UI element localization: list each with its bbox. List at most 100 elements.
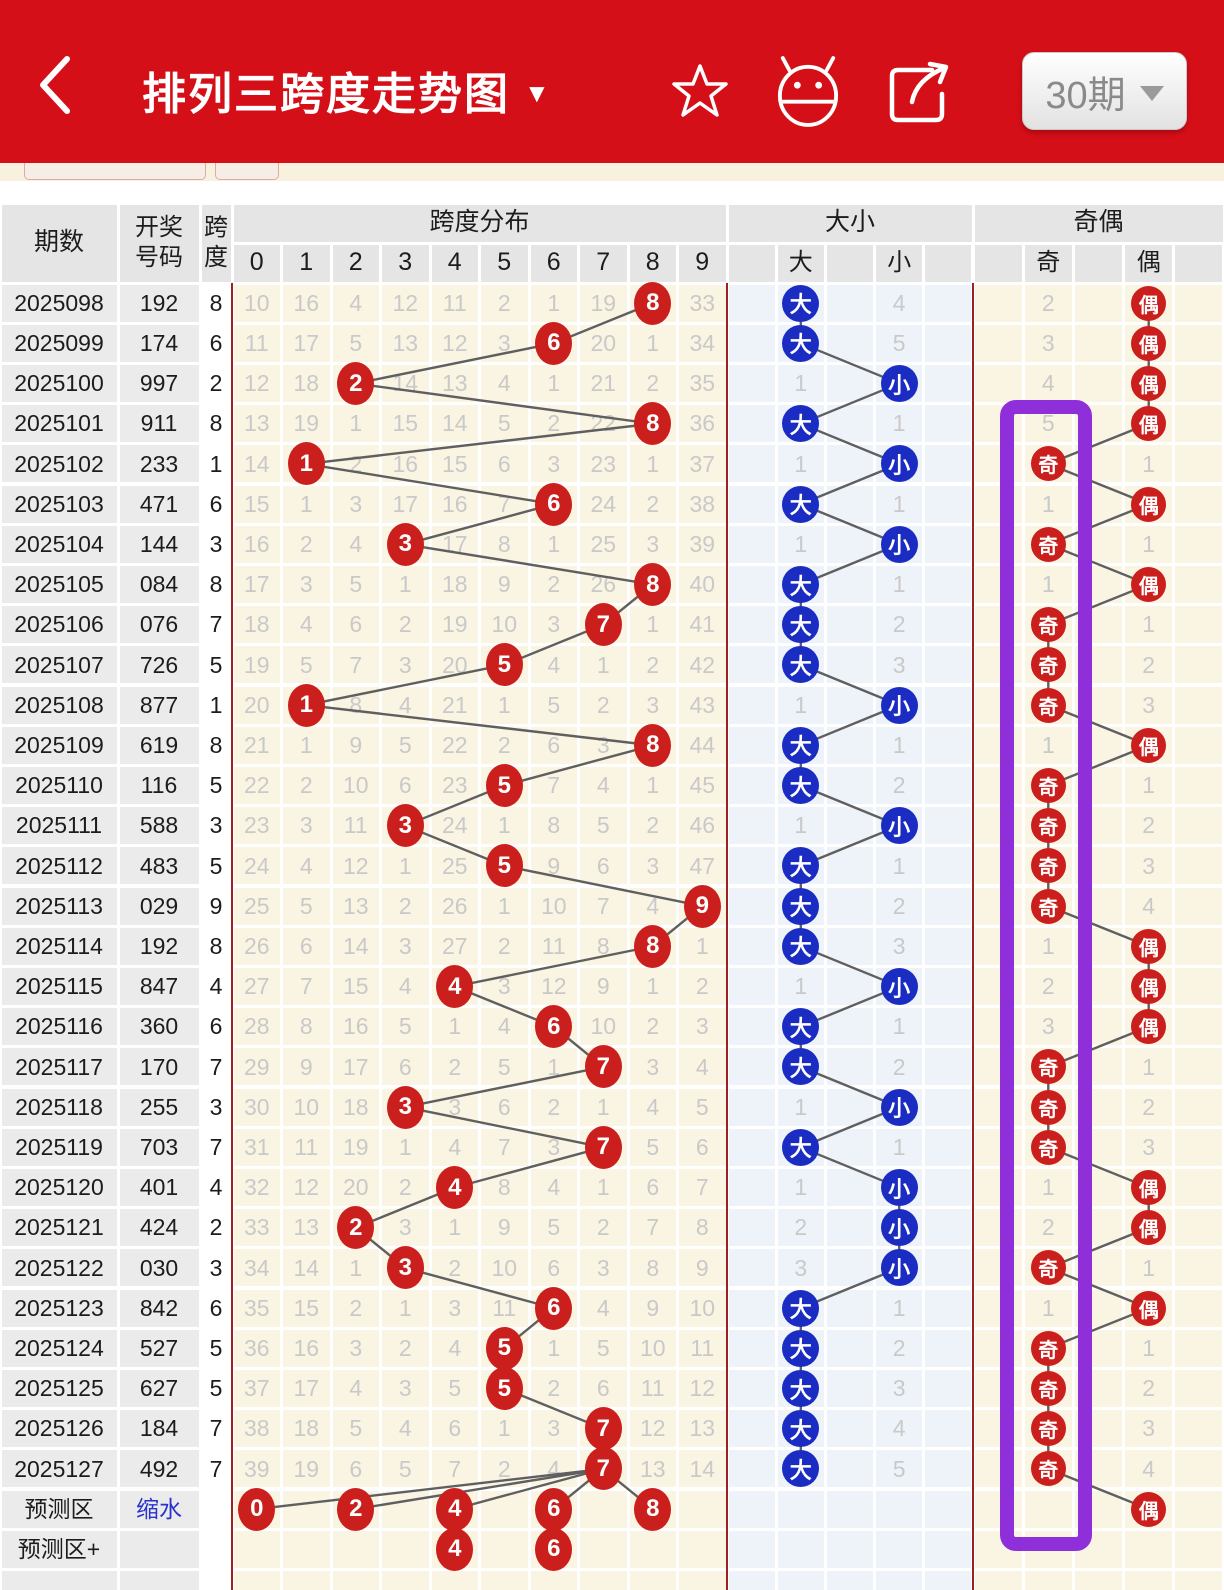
span-hit-circle: 1 (287, 442, 325, 486)
parity-cell: 2 (1125, 807, 1173, 845)
parity-cell: 1 (1024, 1168, 1072, 1207)
dist-cell: 8 (629, 1249, 676, 1287)
size-cell (925, 485, 972, 523)
number-cell: 997 (119, 364, 199, 403)
size-cell (826, 1570, 874, 1590)
period-cell: 2025105 (1, 565, 117, 604)
big-circle: 大 (782, 927, 820, 965)
parity-cell (1074, 927, 1123, 965)
dist-cell: 11 (332, 807, 379, 845)
even-circle: 偶 (1131, 285, 1167, 321)
small-circle: 小 (880, 1088, 918, 1126)
number-cell: 483 (119, 847, 199, 885)
dist-cell (233, 1570, 280, 1590)
dist-cell: 45 (679, 766, 726, 805)
dist-cell: 3 (679, 1008, 726, 1046)
size-cell (728, 405, 775, 443)
page-title-dropdown[interactable]: 排列三跨度走势图 ▼ (142, 58, 550, 122)
span-cell: 3 (201, 1249, 231, 1287)
size-cell (728, 1209, 775, 1247)
size-cell (728, 1088, 775, 1126)
parity-cell (1175, 445, 1223, 483)
span-cell (201, 1490, 231, 1528)
dist-cell: 4 (530, 646, 577, 684)
dist-cell (679, 1570, 726, 1590)
header-parity-sub: 奇 (1024, 244, 1072, 282)
dist-cell: 2 (629, 646, 676, 684)
dist-cell: 6 (580, 1369, 627, 1408)
dist-cell: 38 (679, 485, 726, 523)
dist-cell (580, 1570, 627, 1590)
dist-cell: 4 (481, 364, 528, 403)
dist-cell: 16 (233, 525, 280, 563)
dist-cell: 15 (283, 1289, 330, 1327)
size-cell (925, 445, 972, 483)
parity-cell (1125, 1570, 1173, 1590)
span-hit-circle: 5 (485, 844, 523, 888)
big-circle: 大 (782, 485, 820, 523)
odd-circle: 奇 (1030, 1371, 1066, 1406)
prediction-note[interactable]: 缩水 (119, 1490, 199, 1528)
share-button[interactable] (888, 56, 952, 126)
header-size-sub: 小 (876, 244, 923, 282)
span-hit-circle: 8 (634, 563, 672, 606)
parity-cell (1175, 1249, 1223, 1287)
dist-cell: 11 (679, 1329, 726, 1367)
periods-dropdown-button[interactable]: 30期 (1022, 52, 1187, 130)
size-cell (826, 1289, 874, 1327)
dist-cell: 12 (679, 1369, 726, 1408)
dist-cell: 5 (481, 1048, 528, 1086)
dist-cell: 10 (481, 606, 528, 644)
period-cell: 2025120 (1, 1168, 117, 1207)
size-cell: 1 (876, 1289, 923, 1327)
parity-cell (974, 967, 1022, 1006)
dist-cell (382, 1530, 429, 1568)
dist-cell: 3 (530, 445, 577, 483)
dist-cell: 4 (332, 284, 379, 322)
dist-cell: 38 (233, 1410, 280, 1448)
big-circle: 大 (782, 324, 820, 362)
dist-cell: 4 (382, 1410, 429, 1448)
dist-cell: 2 (283, 766, 330, 805)
even-circle: 偶 (1131, 1290, 1167, 1326)
android-button[interactable] (776, 56, 840, 127)
size-cell (925, 1128, 972, 1166)
dist-cell: 6 (283, 927, 330, 965)
dist-cell (629, 1530, 676, 1568)
period-cell: 2025110 (1, 766, 117, 805)
dist-cell: 3 (530, 1128, 577, 1166)
parity-cell (974, 726, 1022, 764)
period-cell: 2025100 (1, 364, 117, 403)
dist-cell: 4 (679, 1048, 726, 1086)
parity-cell: 1 (1024, 565, 1072, 604)
dist-cell: 29 (233, 1048, 280, 1086)
even-circle: 偶 (1131, 727, 1167, 763)
header-dist-group: 跨度分布 (233, 204, 726, 242)
dist-cell: 10 (233, 284, 280, 322)
parity-cell (1175, 525, 1223, 563)
dist-cell (580, 1530, 627, 1568)
dist-cell: 43 (679, 686, 726, 724)
odd-circle: 奇 (1030, 1250, 1066, 1286)
dist-cell: 11 (431, 284, 478, 322)
size-cell: 1 (777, 1168, 824, 1207)
number-cell: 170 (119, 1048, 199, 1086)
size-cell (925, 1410, 972, 1448)
dist-cell: 9 (530, 847, 577, 885)
parity-cell: 2 (1024, 1209, 1072, 1247)
even-circle: 偶 (1131, 366, 1167, 401)
dist-cell: 1 (530, 525, 577, 563)
dist-cell: 7 (431, 1450, 478, 1488)
dist-cell: 7 (481, 485, 528, 523)
back-button[interactable] (30, 52, 80, 118)
favorite-star-button[interactable] (668, 56, 732, 126)
dist-cell: 17 (283, 324, 330, 362)
dist-cell: 41 (679, 606, 726, 644)
dist-cell: 3 (332, 1329, 379, 1367)
dist-cell: 18 (283, 364, 330, 403)
prediction-plus-span-circle: 6 (535, 1527, 573, 1571)
dist-cell (629, 1570, 676, 1590)
span-cell: 3 (201, 525, 231, 563)
number-cell: 255 (119, 1088, 199, 1126)
big-circle: 大 (782, 1329, 820, 1367)
